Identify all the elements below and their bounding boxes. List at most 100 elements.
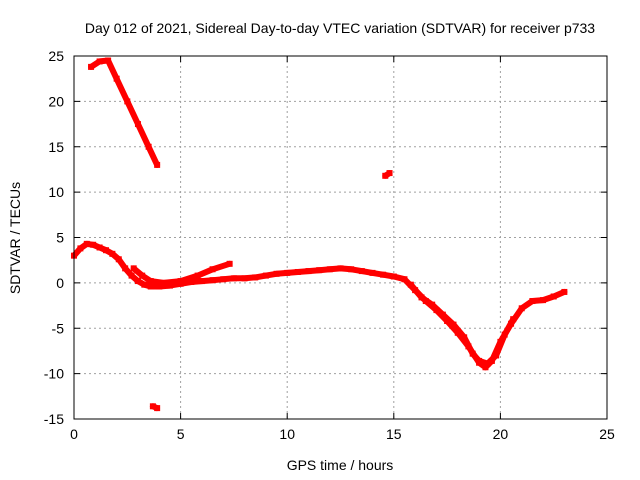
y-tick-label: 10 xyxy=(48,184,64,200)
data-point xyxy=(284,269,291,276)
ticks: 0 5 10 15 20 25 -15 -10 -5 0 5 10 15 20 25 xyxy=(44,48,615,442)
data-point xyxy=(241,275,248,282)
data-point xyxy=(273,270,280,277)
data-point xyxy=(348,266,355,273)
data-point xyxy=(160,279,167,286)
data-point xyxy=(484,360,491,367)
data-point xyxy=(461,334,468,341)
data-point xyxy=(540,297,547,304)
y-tick-label: 5 xyxy=(56,230,64,246)
y-axis-label: SDTVAR / TECUs xyxy=(7,182,23,294)
data-point xyxy=(482,364,489,371)
data-point xyxy=(96,244,103,251)
data-point xyxy=(429,301,436,308)
data-point xyxy=(380,271,387,278)
data-point xyxy=(90,241,97,248)
y-tick-label: -5 xyxy=(52,320,65,336)
data-point xyxy=(83,240,90,247)
data-point xyxy=(122,265,129,272)
data-point xyxy=(115,256,122,263)
data-point xyxy=(124,98,131,105)
data-point xyxy=(226,260,233,267)
data-point xyxy=(177,278,184,285)
data-point xyxy=(209,266,216,273)
data-point xyxy=(294,268,301,275)
data-point xyxy=(194,272,201,279)
x-tick-label: 10 xyxy=(279,426,295,442)
data-point xyxy=(198,278,205,285)
data-point xyxy=(510,316,517,323)
data-point xyxy=(105,57,112,64)
data-point xyxy=(130,265,137,272)
data-point xyxy=(561,288,568,295)
y-tick-label: 20 xyxy=(48,93,64,109)
y-tick-label: 0 xyxy=(56,275,64,291)
data-point xyxy=(382,172,389,179)
data-point xyxy=(262,272,269,279)
data-point xyxy=(518,305,525,312)
data-point xyxy=(102,247,109,254)
series-lower-branch xyxy=(407,281,517,367)
x-tick-label: 15 xyxy=(386,426,402,442)
data-point xyxy=(418,294,425,301)
data-point xyxy=(407,281,414,288)
data-point xyxy=(369,269,376,276)
data-point xyxy=(476,357,483,364)
y-tick-label: -15 xyxy=(44,411,64,427)
data-point xyxy=(77,245,84,252)
data-point xyxy=(147,278,154,285)
series-layer xyxy=(71,57,568,412)
data-point xyxy=(493,352,500,359)
data-point xyxy=(145,143,152,150)
data-point xyxy=(326,266,333,273)
data-point xyxy=(96,58,103,65)
data-point xyxy=(149,403,156,410)
data-point xyxy=(113,75,120,82)
y-tick-label: -10 xyxy=(44,366,64,382)
data-point xyxy=(156,283,163,290)
series-high-trace xyxy=(88,57,161,168)
series-isolated-a xyxy=(149,403,161,412)
y-tick-label: 25 xyxy=(48,48,64,64)
chart-title: Day 012 of 2021, Sidereal Day-to-day VTE… xyxy=(85,20,595,36)
series-secondary-trace xyxy=(130,260,233,286)
data-point xyxy=(252,274,259,281)
data-point xyxy=(386,170,393,177)
data-point xyxy=(220,276,227,283)
data-point xyxy=(316,267,323,274)
x-axis-label: GPS time / hours xyxy=(287,457,394,473)
data-point xyxy=(529,298,536,305)
data-point xyxy=(305,268,312,275)
data-point xyxy=(134,121,141,128)
data-point xyxy=(501,331,508,338)
data-point xyxy=(147,283,154,290)
data-point xyxy=(390,273,397,280)
data-point xyxy=(141,281,148,288)
data-point xyxy=(358,268,365,275)
x-tick-label: 25 xyxy=(599,426,615,442)
grid xyxy=(74,56,607,419)
data-point xyxy=(134,278,141,285)
data-point xyxy=(439,311,446,318)
series-isolated-b xyxy=(382,170,393,179)
data-point xyxy=(209,277,216,284)
data-point xyxy=(128,272,135,279)
data-point xyxy=(188,278,195,285)
data-point xyxy=(450,321,457,328)
data-point xyxy=(230,275,237,282)
x-tick-label: 5 xyxy=(177,426,185,442)
data-point xyxy=(139,272,146,279)
x-tick-label: 0 xyxy=(70,426,78,442)
data-point xyxy=(88,63,95,70)
data-point xyxy=(154,161,161,168)
data-point xyxy=(166,282,173,289)
data-point xyxy=(154,405,161,412)
data-point xyxy=(550,293,557,300)
y-tick-label: 15 xyxy=(48,139,64,155)
data-point xyxy=(337,265,344,272)
data-point xyxy=(469,350,476,357)
data-point xyxy=(109,250,116,257)
x-tick-label: 20 xyxy=(493,426,509,442)
